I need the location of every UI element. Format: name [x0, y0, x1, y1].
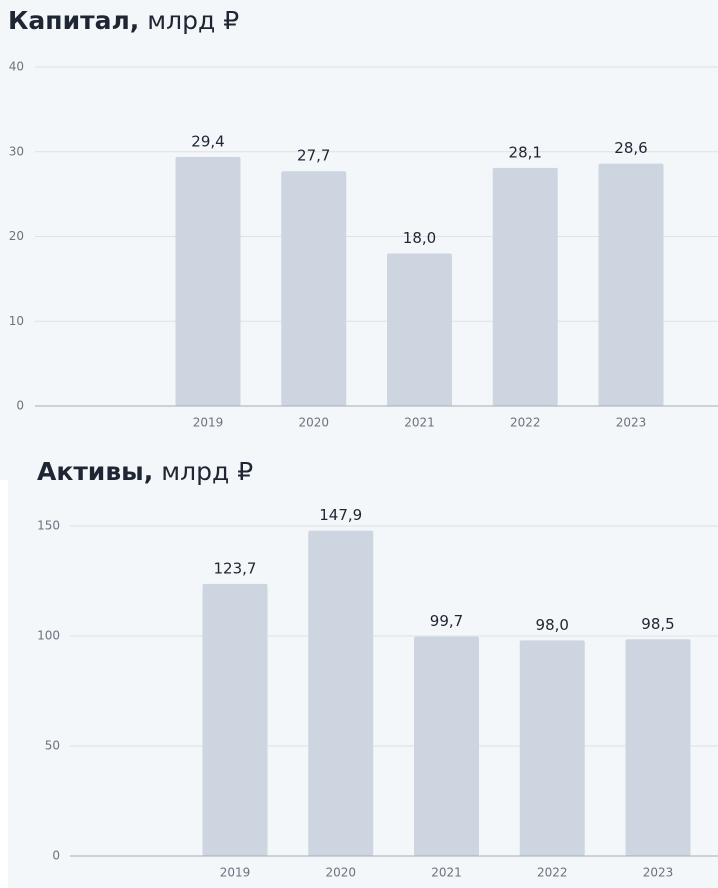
x-tick-label: 2020: [298, 416, 329, 430]
y-tick-label: 0: [52, 849, 60, 863]
margin: [0, 480, 8, 888]
x-tick-label: 2019: [193, 416, 224, 430]
y-tick-label: 150: [37, 519, 60, 533]
bar: [387, 253, 452, 406]
bar: [492, 167, 558, 406]
x-tick-label: 2021: [404, 416, 435, 430]
bar: [414, 636, 479, 856]
x-tick-label: 2020: [325, 866, 356, 880]
y-tick-label: 40: [9, 60, 24, 74]
y-tick-label: 50: [45, 739, 60, 753]
x-tick-label: 2022: [510, 416, 541, 430]
y-tick-label: 10: [9, 314, 24, 328]
x-tick-label: 2023: [643, 866, 674, 880]
x-tick-label: 2021: [431, 866, 462, 880]
value-label: 28,1: [509, 143, 542, 161]
bar: [519, 640, 585, 856]
y-tick-label: 0: [16, 399, 24, 413]
value-label: 29,4: [191, 132, 224, 150]
title-unit: млрд ₽: [161, 457, 253, 486]
x-tick-label: 2019: [220, 866, 251, 880]
chart-title: Активы, млрд ₽: [37, 457, 253, 486]
value-label: 98,0: [536, 616, 569, 634]
title-unit: млрд ₽: [147, 6, 239, 35]
bar: [281, 171, 347, 406]
value-label: 27,7: [297, 147, 330, 165]
x-tick-label: 2023: [616, 416, 647, 430]
value-label: 123,7: [214, 559, 257, 577]
y-tick-label: 20: [9, 229, 24, 243]
chart-title: Капитал, млрд ₽: [8, 6, 239, 35]
value-label: 28,6: [614, 139, 647, 157]
bar: [202, 583, 268, 856]
value-label: 18,0: [403, 229, 436, 247]
value-label: 99,7: [430, 612, 463, 630]
y-tick-label: 100: [37, 629, 60, 643]
value-label: 98,5: [641, 615, 674, 633]
bar: [625, 639, 691, 856]
bar: [308, 530, 374, 856]
bar: [598, 163, 664, 406]
title-text: Капитал,: [8, 6, 139, 35]
value-label: 147,9: [319, 506, 362, 524]
y-tick-label: 30: [9, 144, 24, 158]
title-text: Активы,: [37, 457, 153, 486]
bar: [175, 156, 241, 406]
x-tick-label: 2022: [537, 866, 568, 880]
